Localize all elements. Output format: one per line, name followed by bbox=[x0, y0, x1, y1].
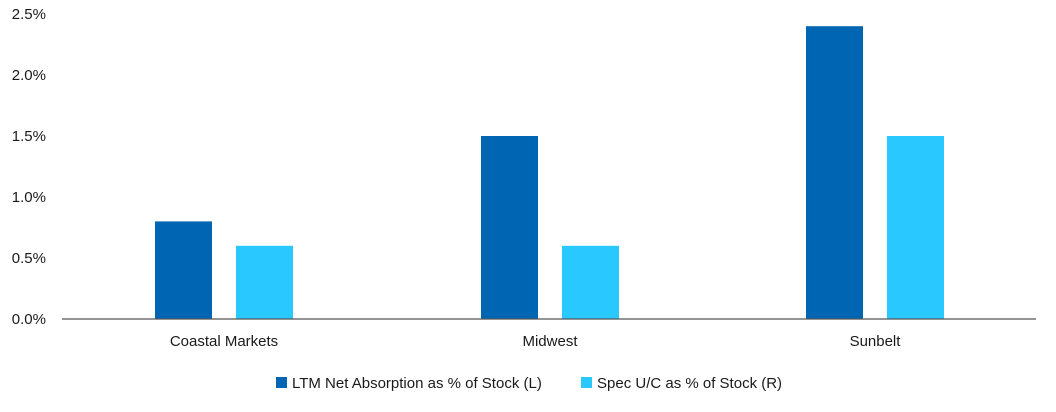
y-tick-label: 0.0% bbox=[12, 311, 46, 328]
y-axis-ticks: 0.0% 0.5% 1.0% 1.5% 2.0% 2.5% bbox=[12, 6, 46, 328]
x-category-label: Sunbelt bbox=[850, 333, 902, 350]
y-tick-label: 2.5% bbox=[12, 6, 46, 23]
y-tick-label: 1.5% bbox=[12, 128, 46, 145]
y-tick-label: 0.5% bbox=[12, 250, 46, 267]
bar-sunbelt-series-1 bbox=[887, 136, 944, 319]
legend: LTM Net Absorption as % of Stock (L) Spe… bbox=[276, 375, 782, 392]
bar-sunbelt-series-0 bbox=[806, 26, 863, 319]
bar-coastal-markets-series-1 bbox=[236, 245, 293, 319]
y-tick-label: 1.0% bbox=[12, 189, 46, 206]
bar-coastal-markets-series-0 bbox=[155, 221, 212, 319]
bar-midwest-series-1 bbox=[562, 245, 619, 319]
x-category-label: Midwest bbox=[522, 333, 578, 350]
legend-label-net-absorption: LTM Net Absorption as % of Stock (L) bbox=[292, 375, 542, 392]
y-tick-label: 2.0% bbox=[12, 67, 46, 84]
x-axis-labels: Coastal Markets Midwest Sunbelt bbox=[170, 333, 901, 350]
legend-label-spec-uc: Spec U/C as % of Stock (R) bbox=[597, 375, 782, 392]
legend-swatch-net-absorption bbox=[276, 377, 287, 388]
bars bbox=[155, 26, 944, 319]
bar-midwest-series-0 bbox=[481, 136, 538, 319]
x-category-label: Coastal Markets bbox=[170, 333, 278, 350]
legend-swatch-spec-uc bbox=[581, 377, 592, 388]
